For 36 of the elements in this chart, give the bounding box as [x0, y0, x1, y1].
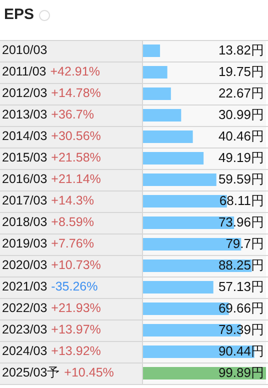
data-label: 13.82円	[218, 42, 264, 58]
y-tick-label: 2024/03 +13.92%	[2, 344, 101, 358]
text: EPS	[4, 6, 34, 23]
y-tick-label: 2023/03 +13.97%	[2, 322, 101, 337]
y-tick-label: 2019/03 +7.76%	[2, 236, 94, 251]
y-tick-label: 2010/03	[2, 43, 48, 58]
y-tick-label: 2016/03 +21.14%	[2, 172, 101, 186]
y-tick-label: 2017/03 +14.3%	[2, 194, 94, 208]
bar	[143, 174, 216, 186]
y-tick-label: 2014/03 +30.56%	[2, 129, 101, 144]
data-label: 19.75円	[218, 64, 264, 79]
y-tick-label: 2013/03 +36.7%	[2, 108, 94, 122]
data-label: 40.46円	[218, 128, 264, 144]
data-label: 57.13円	[218, 278, 264, 294]
data-label: 99.89円	[218, 364, 264, 380]
bar	[143, 66, 168, 78]
data-label: 79.39円	[218, 322, 264, 337]
bar	[143, 130, 193, 143]
bar	[143, 88, 171, 100]
bar	[143, 281, 214, 294]
y-tick-label: 2021/03 -35.26%	[2, 280, 98, 294]
y-tick-label: 2012/03 +14.78%	[2, 86, 101, 100]
bar	[143, 152, 204, 164]
data-label: 79.7円	[226, 236, 264, 251]
y-tick-label: 2018/03 +8.59%	[2, 215, 94, 230]
data-label: 59.59円	[218, 171, 264, 186]
y-tick-label: 2015/03 +21.58%	[2, 150, 101, 165]
y-tick-label: 2020/03 +10.73%	[2, 258, 101, 272]
bar	[143, 109, 182, 122]
data-label: 22.67円	[218, 85, 264, 100]
data-label: 49.19円	[218, 150, 264, 165]
y-tick-label: 2022/03 +21.93%	[2, 301, 101, 316]
y-tick-label: 2011/03 +42.91%	[2, 64, 100, 79]
y-tick-label: 2025/03予 +10.45%	[2, 366, 114, 380]
bar	[143, 44, 160, 57]
data-label: 30.99円	[218, 106, 264, 122]
